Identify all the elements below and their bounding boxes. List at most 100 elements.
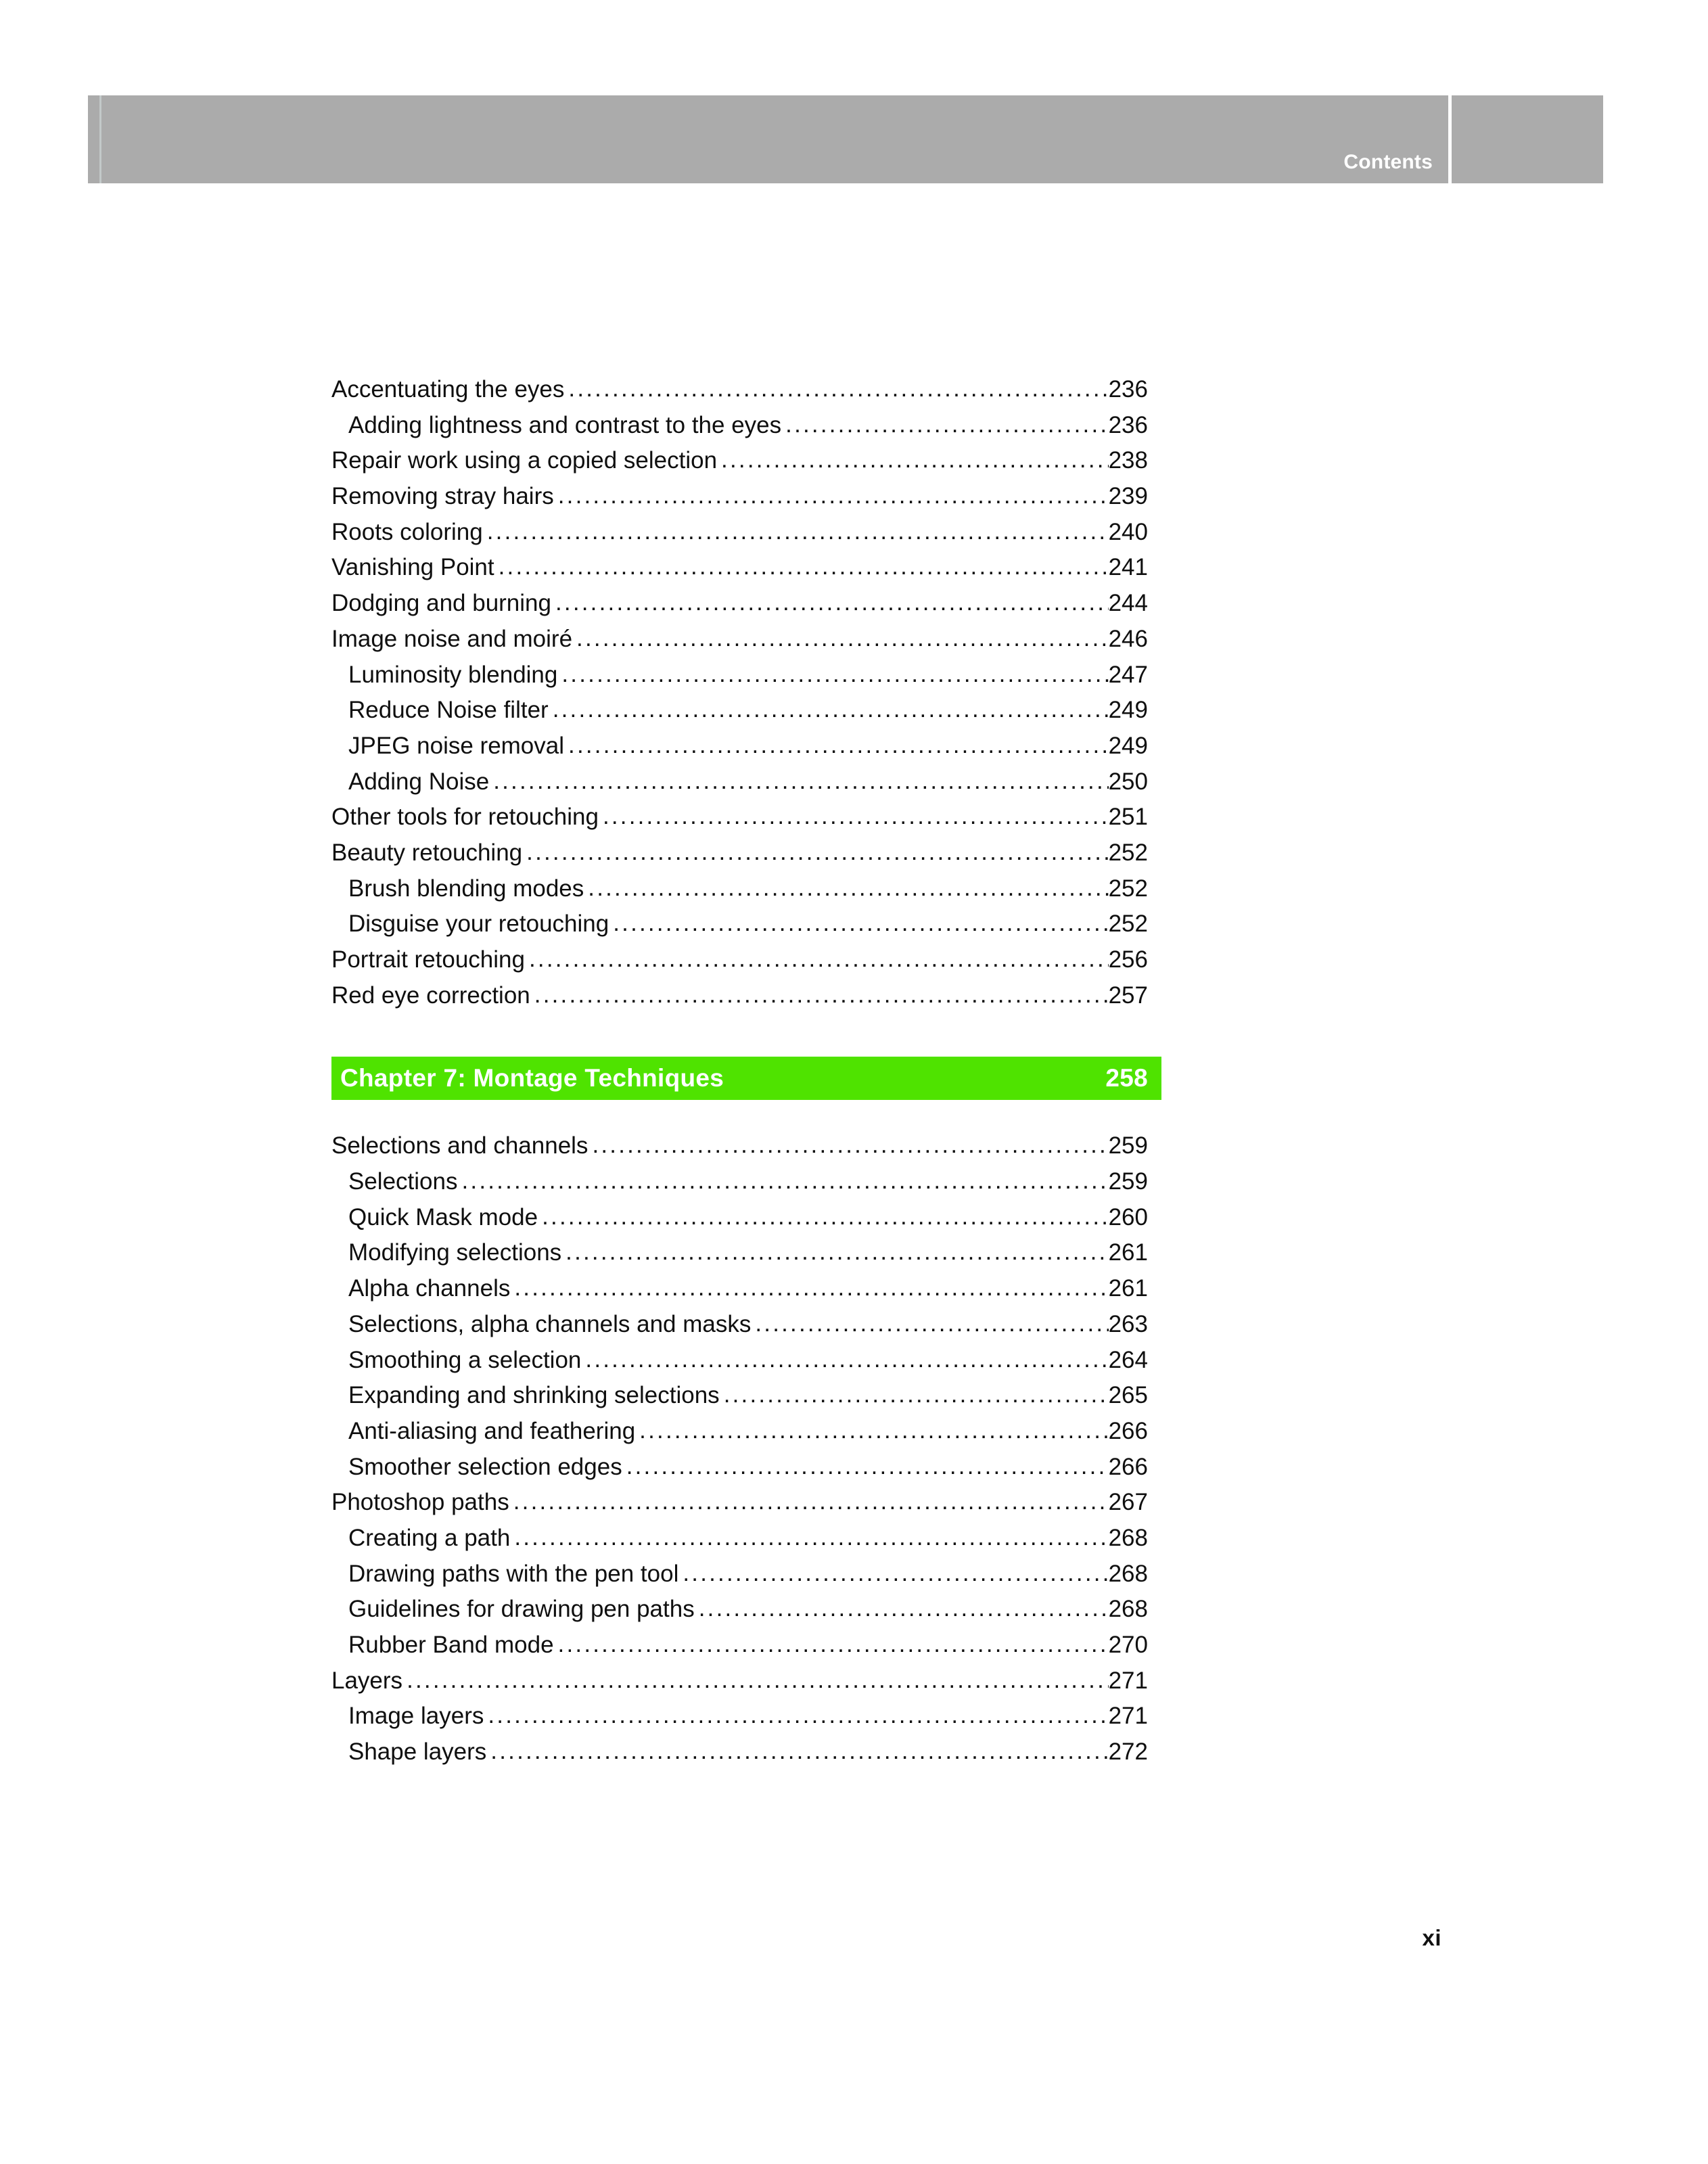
- toc-entry-page-number: 257: [1108, 982, 1148, 1009]
- toc-dot-leader: [407, 1667, 1109, 1690]
- toc-entry-label: Selections: [348, 1168, 458, 1195]
- toc-entry[interactable]: JPEG noise removal 249: [331, 733, 1148, 768]
- toc-entry-page-number: 272: [1108, 1739, 1148, 1766]
- toc-entry-page-number: 268: [1108, 1596, 1148, 1623]
- toc-dot-leader: [785, 412, 1108, 435]
- toc-section-before-chapter: Accentuating the eyes 236 Adding lightness…: [331, 376, 1148, 1017]
- header-divider: [1448, 95, 1452, 183]
- toc-entry[interactable]: Quick Mask mode 260: [331, 1204, 1148, 1240]
- chapter-bar-spacer-bottom: [331, 1100, 1148, 1132]
- toc-entry-page-number: 252: [1108, 875, 1148, 902]
- toc-entry[interactable]: Smoother selection edges 266: [331, 1454, 1148, 1490]
- toc-entry-label: Adding lightness and contrast to the eye…: [348, 411, 782, 438]
- toc-entry-label: Image layers: [348, 1703, 484, 1730]
- toc-entry[interactable]: Luminosity blending 247: [331, 662, 1148, 697]
- toc-entry[interactable]: Red eye correction 257: [331, 982, 1148, 1018]
- toc-entry[interactable]: Image layers 271: [331, 1703, 1148, 1739]
- toc-dot-leader: [514, 1525, 1108, 1548]
- toc-entry-label: Creating a path: [348, 1524, 511, 1551]
- toc-entry-page-number: 252: [1108, 911, 1148, 938]
- toc-entry-page-number: 271: [1108, 1667, 1148, 1694]
- toc-entry[interactable]: Portrait retouching 256: [331, 946, 1148, 982]
- toc-entry[interactable]: Removing stray hairs 239: [331, 483, 1148, 519]
- toc-dot-leader: [542, 1204, 1109, 1227]
- toc-entry-page-number: 266: [1108, 1417, 1148, 1444]
- toc-entry-page-number: 263: [1108, 1310, 1148, 1337]
- toc-dot-leader: [592, 1132, 1108, 1155]
- toc-entry[interactable]: Beauty retouching 252: [331, 839, 1148, 875]
- chapter-bar-spacer-top: [331, 1017, 1148, 1057]
- toc-entry[interactable]: Modifying selections 261: [331, 1239, 1148, 1275]
- toc-dot-leader: [526, 839, 1108, 862]
- toc-entry-label: Smoothing a selection: [348, 1346, 582, 1373]
- toc-entry-page-number: 252: [1108, 839, 1148, 866]
- toc-entry-label: Accentuating the eyes: [331, 376, 565, 402]
- toc-entry[interactable]: Guidelines for drawing pen paths 268: [331, 1596, 1148, 1632]
- toc-entry-label: Removing stray hairs: [331, 483, 554, 510]
- toc-entry-page-number: 236: [1108, 376, 1148, 402]
- toc-entry[interactable]: Anti-aliasing and feathering 266: [331, 1418, 1148, 1454]
- toc-entry-page-number: 247: [1108, 661, 1148, 688]
- toc-dot-leader: [493, 768, 1108, 791]
- toc-entry-label: Shape layers: [348, 1739, 487, 1766]
- toc-dot-leader: [639, 1418, 1108, 1441]
- toc-entry[interactable]: Disguise your retouching 252: [331, 911, 1148, 946]
- toc-entry-page-number: 259: [1108, 1132, 1148, 1159]
- toc-entry-page-number: 267: [1108, 1489, 1148, 1516]
- toc-entry-label: Adding Noise: [348, 768, 490, 795]
- toc-entry-page-number: 238: [1108, 447, 1148, 474]
- toc-entry[interactable]: Adding lightness and contrast to the eye…: [331, 412, 1148, 448]
- toc-entry[interactable]: Adding Noise 250: [331, 768, 1148, 804]
- toc-entry[interactable]: Selections and channels 259: [331, 1132, 1148, 1168]
- toc-entry[interactable]: Repair work using a copied selection 238: [331, 447, 1148, 483]
- toc-dot-leader: [721, 447, 1109, 470]
- toc-entry-label: Portrait retouching: [331, 946, 525, 973]
- toc-entry-page-number: 260: [1108, 1203, 1148, 1230]
- toc-entry-page-number: 271: [1108, 1703, 1148, 1730]
- toc-entry[interactable]: Photoshop paths 267: [331, 1489, 1148, 1525]
- toc-entry[interactable]: Drawing paths with the pen tool 268: [331, 1561, 1148, 1596]
- toc-entry-label: Rubber Band mode: [348, 1632, 554, 1658]
- toc-entry[interactable]: Smoothing a selection 264: [331, 1347, 1148, 1383]
- toc-entry[interactable]: Expanding and shrinking selections 265: [331, 1382, 1148, 1418]
- toc-entry-page-number: 259: [1108, 1168, 1148, 1195]
- toc-dot-leader: [558, 1632, 1109, 1655]
- toc-dot-leader: [613, 911, 1108, 934]
- toc-entry[interactable]: Vanishing Point 241: [331, 554, 1148, 590]
- toc-entry-label: Vanishing Point: [331, 554, 494, 581]
- toc-dot-leader: [585, 1347, 1108, 1370]
- toc-entry-page-number: 266: [1108, 1453, 1148, 1480]
- toc-entry-label: Image noise and moiré: [331, 625, 573, 652]
- toc-entry[interactable]: Brush blending modes 252: [331, 875, 1148, 911]
- toc-dot-leader: [568, 733, 1109, 756]
- toc-entry[interactable]: Creating a path 268: [331, 1525, 1148, 1561]
- toc-entry-page-number: 236: [1108, 411, 1148, 438]
- toc-entry[interactable]: Layers 271: [331, 1667, 1148, 1703]
- toc-entry[interactable]: Selections 259: [331, 1168, 1148, 1204]
- toc-entry-page-number: 240: [1108, 518, 1148, 545]
- toc-entry[interactable]: Image noise and moiré 246: [331, 626, 1148, 662]
- toc-entry[interactable]: Other tools for retouching 251: [331, 804, 1148, 839]
- toc-dot-leader: [576, 626, 1109, 649]
- toc-dot-leader: [513, 1489, 1109, 1512]
- toc-dot-leader: [561, 662, 1108, 685]
- toc-entry-page-number: 249: [1108, 697, 1148, 724]
- toc-entry[interactable]: Dodging and burning 244: [331, 590, 1148, 626]
- toc-dot-leader: [499, 554, 1109, 577]
- toc-entry-page-number: 239: [1108, 483, 1148, 510]
- toc-entry[interactable]: Rubber Band mode 270: [331, 1632, 1148, 1667]
- chapter-heading-bar[interactable]: Chapter 7: Montage Techniques 258: [331, 1057, 1161, 1101]
- toc-entry[interactable]: Selections, alpha channels and masks 263: [331, 1311, 1148, 1347]
- toc-entry-page-number: 264: [1108, 1346, 1148, 1373]
- toc-dot-leader: [683, 1561, 1108, 1584]
- toc-entry-label: Alpha channels: [348, 1275, 511, 1302]
- toc-entry[interactable]: Alpha channels 261: [331, 1275, 1148, 1311]
- toc-entry[interactable]: Accentuating the eyes 236: [331, 376, 1148, 412]
- toc-dot-leader: [626, 1454, 1109, 1477]
- toc-dot-leader: [488, 1703, 1108, 1726]
- toc-entry-page-number: 270: [1108, 1632, 1148, 1658]
- toc-entry-page-number: 256: [1108, 946, 1148, 973]
- toc-entry[interactable]: Roots coloring 240: [331, 519, 1148, 555]
- toc-entry[interactable]: Shape layers 272: [331, 1739, 1148, 1774]
- toc-entry[interactable]: Reduce Noise filter 249: [331, 697, 1148, 733]
